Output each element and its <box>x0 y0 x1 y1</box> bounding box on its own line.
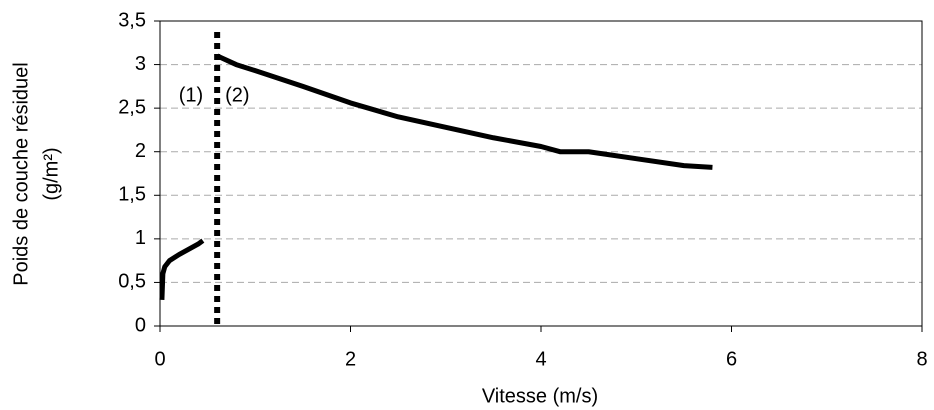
annotation: (1) <box>179 84 203 106</box>
y-tick-label: 2,5 <box>118 96 146 118</box>
x-tick-label: 0 <box>154 348 165 370</box>
y-tick-label: 1 <box>135 227 146 249</box>
y-tick-label: 3,5 <box>118 9 146 31</box>
data-line <box>159 238 205 300</box>
x-axis-label: Vitesse (m/s) <box>482 385 598 407</box>
x-tick-label: 6 <box>726 348 737 370</box>
y-tick-label: 0,5 <box>118 271 146 293</box>
data-line <box>216 53 713 170</box>
y-tick-label: 1,5 <box>118 184 146 206</box>
plot-frame <box>159 20 923 327</box>
x-tick-label: 4 <box>535 348 546 370</box>
y-tick-label: 2 <box>135 140 146 162</box>
y-axis-label: (g/m²) <box>40 147 62 200</box>
y-tick-label: 3 <box>135 53 146 75</box>
y-tick-label: 0 <box>135 314 146 336</box>
y-axis-label: Poids de couche résiduel <box>10 62 32 285</box>
annotation: (2) <box>225 84 249 106</box>
x-tick-label: 8 <box>916 348 927 370</box>
x-tick-label: 2 <box>345 348 356 370</box>
